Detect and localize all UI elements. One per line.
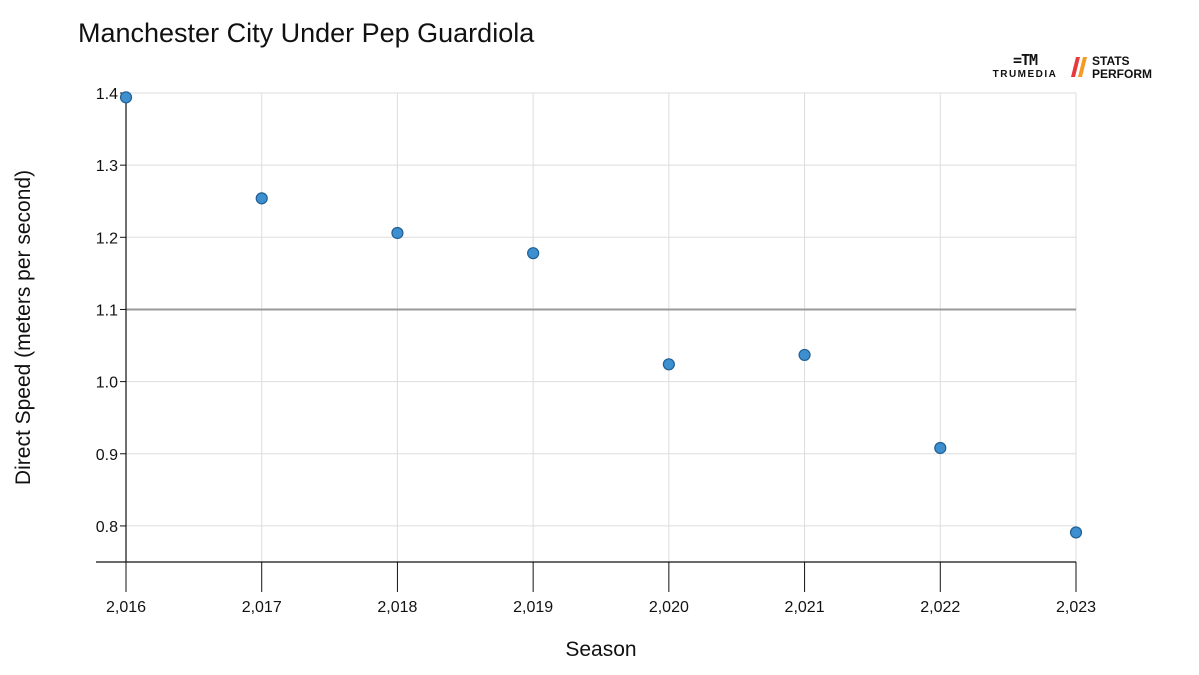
x-axis-title: Season — [565, 638, 636, 661]
y-tick-label: 1.3 — [96, 158, 118, 175]
data-point — [527, 247, 540, 260]
stats-perform-line1: STATS — [1092, 54, 1130, 68]
trumedia-logo: =TM TRUMEDIA — [990, 52, 1060, 82]
trumedia-logo-mark: =TM — [1012, 51, 1038, 69]
y-tick-label: 0.8 — [96, 519, 118, 536]
data-point — [798, 348, 811, 362]
x-tick-label: 2,019 — [513, 599, 553, 616]
data-points — [119, 91, 1083, 539]
y-tick-label: 1.0 — [96, 375, 118, 392]
x-tick-label: 2,017 — [242, 599, 282, 616]
data-point — [119, 91, 133, 104]
data-point — [391, 226, 404, 240]
data-point — [662, 358, 675, 371]
brand-logos: =TM TRUMEDIA STATS PERFORM — [990, 52, 1190, 92]
stats-perform-line2: PERFORM — [1092, 67, 1152, 81]
y-tick-label: 1.2 — [96, 230, 118, 247]
axes: 0.8 0.9 1.0 1.1 1.2 1.3 1.4 2,016 2,017 2,018 2,01… — [96, 86, 1096, 616]
x-tick-label: 2,018 — [377, 599, 417, 616]
x-tick-label: 2,021 — [785, 599, 825, 616]
chart-title: Manchester City Under Pep Guardiola — [78, 18, 535, 48]
x-tick-label: 2,016 — [106, 599, 146, 616]
y-tick-label: 0.9 — [96, 447, 118, 464]
data-point — [1069, 526, 1083, 539]
grid — [125, 92, 1077, 562]
y-axis-title: Direct Speed (meters per second) — [12, 170, 35, 485]
stats-perform-slashes-icon — [1071, 57, 1087, 77]
x-tick-label: 2,022 — [920, 599, 960, 616]
y-tick-label: 1.1 — [96, 302, 118, 319]
data-point — [255, 192, 268, 205]
y-tick-label: 1.4 — [96, 86, 118, 103]
data-point — [934, 441, 947, 455]
trumedia-logo-text: TRUMEDIA — [992, 69, 1058, 80]
x-tick-label: 2,023 — [1056, 599, 1096, 616]
x-tick-label: 2,020 — [649, 599, 689, 616]
